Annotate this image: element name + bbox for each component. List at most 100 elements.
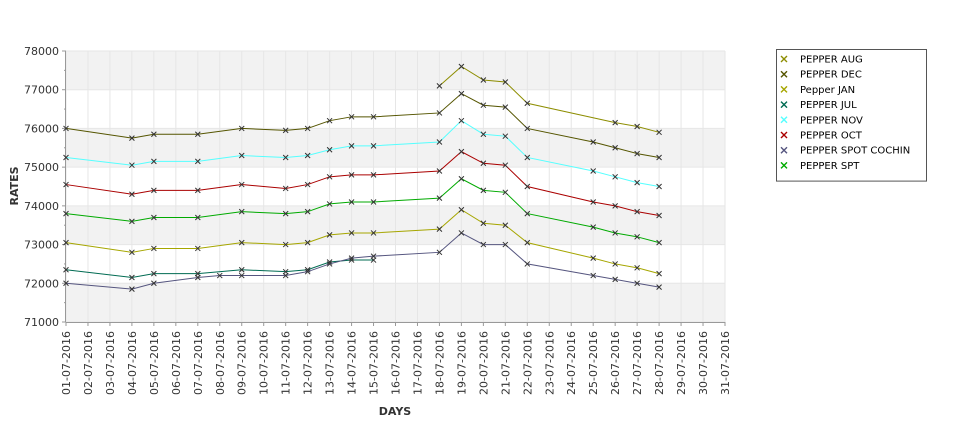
data-point-marker bbox=[129, 274, 135, 281]
data-point-marker bbox=[502, 79, 509, 85]
legend-label: PEPPER SPT bbox=[800, 161, 860, 172]
x-axis-title: DAYS bbox=[379, 405, 412, 418]
data-point-marker bbox=[524, 154, 531, 161]
series bbox=[63, 230, 662, 292]
data-point-marker bbox=[282, 127, 289, 134]
x-tick-label: 09-07-2016 bbox=[236, 331, 249, 395]
data-point-marker bbox=[304, 181, 311, 188]
y-tick-label: 77000 bbox=[24, 84, 59, 97]
y-tick-label: 76000 bbox=[24, 122, 59, 135]
data-point-marker bbox=[348, 113, 355, 120]
x-tick-label: 31-07-2016 bbox=[719, 331, 732, 395]
data-point-marker bbox=[129, 286, 135, 292]
data-point-marker bbox=[524, 261, 531, 267]
x-tick-label: 19-07-2016 bbox=[455, 331, 468, 395]
data-point-marker bbox=[480, 241, 487, 248]
data-point-marker bbox=[304, 239, 311, 246]
data-point-marker bbox=[656, 270, 662, 277]
data-point-marker bbox=[480, 77, 487, 83]
data-point-marker bbox=[634, 280, 640, 287]
x-tick-label: 04-07-2016 bbox=[126, 331, 139, 395]
data-point-marker bbox=[304, 268, 311, 275]
data-point-marker bbox=[326, 117, 333, 124]
data-point-marker bbox=[63, 266, 69, 273]
legend: PEPPER AUG PEPPER DEC Pepper JAN PEPPER JUL… bbox=[776, 49, 927, 182]
data-point-marker bbox=[348, 255, 355, 261]
data-point-marker bbox=[238, 125, 245, 132]
data-point-marker bbox=[348, 199, 355, 205]
data-point-marker bbox=[634, 150, 640, 157]
x-tick-label: 16-07-2016 bbox=[390, 331, 403, 395]
series bbox=[63, 90, 662, 161]
data-point-marker bbox=[282, 185, 289, 192]
data-point-marker bbox=[524, 183, 531, 190]
series bbox=[63, 117, 662, 190]
data-point-marker bbox=[634, 233, 640, 240]
y-tick-label: 78000 bbox=[24, 45, 59, 58]
data-point-marker bbox=[634, 179, 640, 186]
x-tick-label: 05-07-2016 bbox=[148, 331, 161, 395]
x-tick-label: 02-07-2016 bbox=[82, 331, 95, 395]
data-point-marker bbox=[238, 208, 245, 215]
data-point-marker bbox=[63, 125, 69, 132]
data-point-marker bbox=[656, 212, 662, 219]
data-point-marker bbox=[480, 160, 487, 167]
data-point-marker bbox=[436, 110, 443, 116]
legend-label: PEPPER SPOT COCHIN bbox=[800, 146, 910, 157]
data-point-marker bbox=[524, 100, 531, 107]
data-point-marker bbox=[634, 123, 640, 130]
data-point-marker bbox=[436, 226, 443, 232]
legend-marker bbox=[780, 161, 788, 169]
data-point-marker bbox=[216, 272, 223, 279]
data-point-marker bbox=[194, 158, 201, 165]
data-point-marker bbox=[326, 146, 333, 153]
legend-label: PEPPER JUL bbox=[800, 100, 857, 111]
data-point-marker bbox=[436, 249, 443, 256]
data-point-marker bbox=[63, 154, 69, 161]
data-point-marker bbox=[436, 195, 443, 201]
x-tick-label: 15-07-2016 bbox=[368, 331, 381, 395]
data-point-marker bbox=[524, 210, 531, 217]
y-axis: 71000 72000 73000 74000 75000 76000 77000 78000 bbox=[24, 45, 66, 329]
legend-marker bbox=[780, 85, 788, 93]
data-point-marker bbox=[348, 172, 355, 178]
data-point-marker bbox=[282, 210, 289, 217]
x-tick-label: 25-07-2016 bbox=[587, 331, 600, 395]
data-point-marker bbox=[129, 162, 135, 169]
data-point-marker bbox=[436, 168, 443, 174]
data-point-marker bbox=[304, 125, 311, 132]
x-tick-label: 13-07-2016 bbox=[324, 331, 337, 395]
x-tick-label: 27-07-2016 bbox=[631, 331, 644, 395]
data-point-marker bbox=[282, 241, 289, 248]
y-tick-label: 72000 bbox=[24, 277, 59, 290]
data-point-marker bbox=[612, 119, 619, 126]
data-point-marker bbox=[502, 189, 509, 196]
data-point-marker bbox=[326, 173, 333, 180]
data-point-marker bbox=[129, 249, 135, 256]
data-point-marker bbox=[612, 261, 619, 267]
x-tick-label: 12-07-2016 bbox=[302, 331, 315, 395]
data-point-marker bbox=[590, 255, 597, 261]
series bbox=[63, 175, 662, 246]
x-tick-label: 21-07-2016 bbox=[499, 331, 512, 395]
x-tick-label: 30-07-2016 bbox=[697, 331, 710, 395]
legend-box bbox=[776, 49, 927, 182]
data-point-marker bbox=[370, 113, 377, 120]
x-tick-label: 10-07-2016 bbox=[258, 331, 271, 395]
data-point-marker bbox=[656, 183, 662, 190]
data-point-marker bbox=[282, 154, 289, 161]
data-point-marker bbox=[63, 181, 69, 188]
x-tick-label: 20-07-2016 bbox=[477, 331, 490, 395]
data-point-marker bbox=[194, 274, 201, 281]
data-point-marker bbox=[502, 241, 509, 248]
legend-marker bbox=[780, 146, 788, 154]
data-point-marker bbox=[63, 280, 69, 287]
data-point-marker bbox=[151, 187, 157, 194]
data-point-marker bbox=[458, 63, 465, 70]
data-point-marker bbox=[63, 239, 69, 246]
legend-marker bbox=[780, 131, 788, 139]
x-tick-label: 17-07-2016 bbox=[411, 331, 424, 395]
data-point-marker bbox=[151, 270, 157, 277]
legend-label: PEPPER OCT bbox=[800, 131, 863, 142]
data-point-marker bbox=[458, 148, 465, 155]
